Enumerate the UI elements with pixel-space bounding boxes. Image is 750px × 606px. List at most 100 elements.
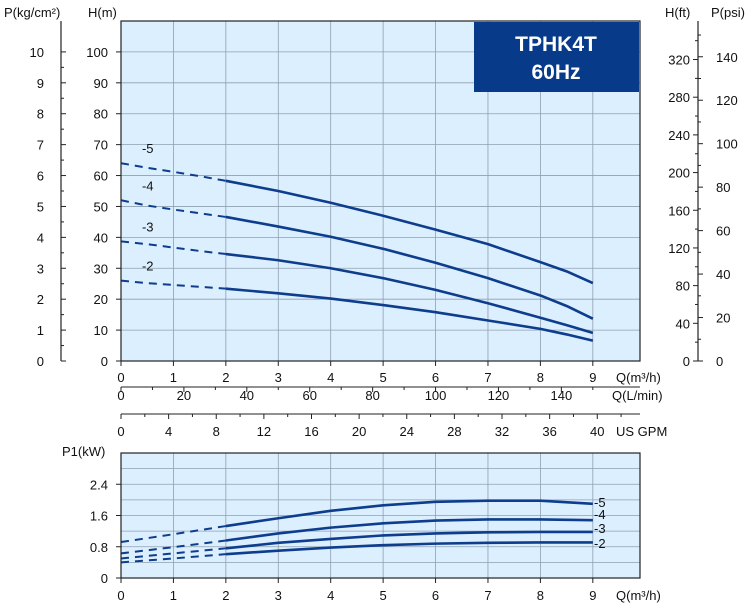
power-curve--2 xyxy=(225,541,593,556)
head-curve--2 xyxy=(225,287,594,342)
pressure-kg-tick-label: 2 xyxy=(37,292,44,307)
flow-m3h-tick-label: 4 xyxy=(327,370,334,385)
head-curve-label: -2 xyxy=(142,259,154,274)
pressure-kg-tick-label: 1 xyxy=(37,323,44,338)
power-curve-dashed--5 xyxy=(121,525,227,544)
pressure-psi-tick-label: 100 xyxy=(716,137,738,152)
flow-gpm-tick-label: 28 xyxy=(447,424,461,439)
power-flow-tick-label: 6 xyxy=(432,588,439,603)
head-curve-dashed--3 xyxy=(121,240,226,256)
pressure-kg-tick-label: 7 xyxy=(37,138,44,153)
flow-gpm-tick-label: 36 xyxy=(542,424,556,439)
head-ft-tick-label: 0 xyxy=(683,354,690,369)
head-m-tick-label: 80 xyxy=(94,107,108,122)
power-curve-dashed--2 xyxy=(121,553,226,564)
head-axes: -5-4-3-201020304050607080901000123456789… xyxy=(30,21,738,439)
head-curve-dashed--2 xyxy=(121,279,226,290)
head-m-tick-label: 20 xyxy=(94,292,108,307)
power-grid xyxy=(121,453,640,578)
head-ft-tick-label: 200 xyxy=(668,166,690,181)
power-axes: -5-4-3-2 0 0.8 1.6 2.4 0 1 2 3 4 5 6 7 8 9 Q(m³/h) xyxy=(90,477,661,603)
flow-m3h-tick-label: 2 xyxy=(222,370,229,385)
head-curve-label: -4 xyxy=(142,178,154,193)
head-m-axis-title: H(m) xyxy=(88,5,117,20)
model-name: TPHK4T xyxy=(515,33,597,56)
power-curve-label: -2 xyxy=(594,536,606,551)
power-flow-tick-label: 7 xyxy=(484,588,491,603)
flow-gpm-tick-label: 4 xyxy=(165,424,172,439)
head-curve-label: -3 xyxy=(142,219,154,234)
flow-gpm-axis-title: US GPM xyxy=(616,424,667,439)
flow-lmin-tick-label: 20 xyxy=(177,388,191,403)
model-badge: TPHK4T 60Hz xyxy=(474,22,639,92)
flow-gpm-tick-label: 32 xyxy=(495,424,509,439)
head-m-tick-label: 50 xyxy=(94,199,108,214)
power-flow-tick-label: 1 xyxy=(170,588,177,603)
pressure-kg-tick-label: 4 xyxy=(37,230,44,245)
head-m-tick-label: 40 xyxy=(94,230,108,245)
head-curve-label: -5 xyxy=(142,141,154,156)
power-flow-tick-label: 9 xyxy=(589,588,596,603)
pressure-kg-tick-label: 9 xyxy=(37,76,44,91)
pressure-psi-tick-label: 80 xyxy=(716,180,730,195)
flow-m3h-tick-label: 1 xyxy=(170,370,177,385)
power-tick-label: 1.6 xyxy=(90,509,108,524)
power-curves xyxy=(121,499,593,564)
pressure-kg-tick-label: 8 xyxy=(37,107,44,122)
pressure-psi-tick-label: 120 xyxy=(716,93,738,108)
power-tick-label: 0.8 xyxy=(90,540,108,555)
power-tick-label: 0 xyxy=(101,571,108,586)
power-flow-tick-label: 8 xyxy=(537,588,544,603)
flow-gpm-tick-label: 20 xyxy=(352,424,366,439)
head-curve--4 xyxy=(225,215,594,320)
power-flow-axis-title: Q(m³/h) xyxy=(616,588,661,603)
head-m-tick-label: 100 xyxy=(86,45,108,60)
pressure-psi-tick-label: 140 xyxy=(716,50,738,65)
flow-lmin-axis-title: Q(L/min) xyxy=(612,388,663,403)
power-chart: -5-4-3-2 0 0.8 1.6 2.4 0 1 2 3 4 5 6 7 8 9 Q(m³/h) P1(k… xyxy=(62,444,661,603)
flow-lmin-tick-label: 120 xyxy=(488,388,510,403)
flow-lmin-tick-label: 60 xyxy=(302,388,316,403)
flow-m3h-tick-label: 9 xyxy=(589,370,596,385)
flow-gpm-tick-label: 24 xyxy=(400,424,414,439)
head-ft-axis-title: H(ft) xyxy=(665,5,690,20)
power-curve-label: -4 xyxy=(594,507,606,522)
flow-m3h-tick-label: 8 xyxy=(537,370,544,385)
power-curve--3 xyxy=(225,530,593,550)
pressure-kg-tick-label: 5 xyxy=(37,199,44,214)
model-badge-box xyxy=(474,22,639,92)
head-curve--5 xyxy=(225,179,594,285)
head-curve--3 xyxy=(225,252,594,335)
flow-gpm-tick-label: 0 xyxy=(117,424,124,439)
head-m-tick-label: 0 xyxy=(101,354,108,369)
power-axis-title: P1(kW) xyxy=(62,444,105,459)
pressure-kg-axis-title: P(kg/cm²) xyxy=(4,5,60,20)
power-flow-tick-label: 5 xyxy=(380,588,387,603)
flow-gpm-tick-label: 40 xyxy=(590,424,604,439)
flow-gpm-tick-label: 16 xyxy=(304,424,318,439)
power-curve-label: -3 xyxy=(594,521,606,536)
head-curves xyxy=(121,162,594,342)
flow-lmin-tick-label: 0 xyxy=(117,388,124,403)
head-curve-dashed--4 xyxy=(121,199,226,218)
head-curve-dashed--5 xyxy=(121,162,227,182)
head-ft-tick-label: 280 xyxy=(668,90,690,105)
pressure-kg-tick-label: 6 xyxy=(37,169,44,184)
pressure-psi-tick-label: 60 xyxy=(716,224,730,239)
power-flow-tick-label: 4 xyxy=(327,588,334,603)
head-ft-tick-label: 80 xyxy=(676,279,690,294)
head-ft-tick-label: 240 xyxy=(668,128,690,143)
pressure-kg-axis-title-text: P(kg/cm²) xyxy=(4,5,60,20)
power-flow-tick-label: 2 xyxy=(222,588,229,603)
power-flow-tick-label: 3 xyxy=(275,588,282,603)
head-m-tick-label: 90 xyxy=(94,76,108,91)
flow-lmin-tick-label: 140 xyxy=(551,388,573,403)
power-curve--4 xyxy=(225,518,593,542)
power-tick-label: 2.4 xyxy=(90,477,108,492)
flow-gpm-tick-label: 12 xyxy=(257,424,271,439)
head-ft-tick-label: 160 xyxy=(668,203,690,218)
flow-m3h-axis-title: Q(m³/h) xyxy=(616,370,661,385)
power-curve-dashed--4 xyxy=(121,539,226,555)
pressure-psi-tick-label: 20 xyxy=(716,311,730,326)
